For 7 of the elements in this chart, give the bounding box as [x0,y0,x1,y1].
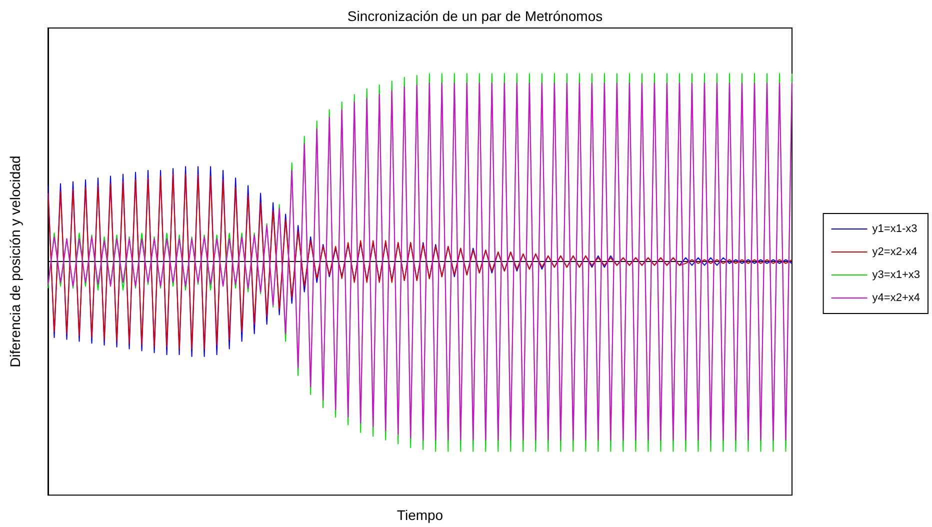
legend-label: y4=x2+x4 [872,292,920,304]
y-axis-title: Diferencia de posición y velocidad [7,156,23,368]
legend-label: y2=x2-x4 [872,246,918,258]
legend-label: y3=x1+x3 [872,269,920,281]
x-axis-title: Tiempo [396,507,444,523]
chart-title: Sincronización de un par de Metrónomos [347,8,603,24]
legend-label: y1=x1-x3 [872,223,918,235]
